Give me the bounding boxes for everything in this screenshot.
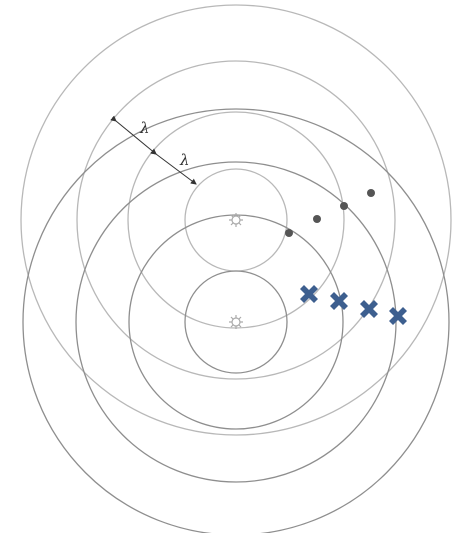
source-lower-icon xyxy=(229,315,243,329)
destructive-crosses xyxy=(300,285,407,325)
wavelength-label-lower: λ xyxy=(179,151,190,169)
dot-icon xyxy=(367,189,375,197)
constructive-dots xyxy=(285,189,375,237)
cross-icon xyxy=(300,285,318,303)
cross-icon xyxy=(389,307,407,325)
cross-icon xyxy=(360,300,378,318)
upper-ring-3 xyxy=(76,60,396,380)
dot-icon xyxy=(313,215,321,223)
upper-ring-4 xyxy=(20,4,452,436)
wavelength-arrows: λ λ xyxy=(110,115,197,185)
wavelength-label-upper: λ xyxy=(139,119,150,137)
lower-ring-4 xyxy=(22,108,450,533)
dot-icon xyxy=(285,229,293,237)
wavelength-arrow-lower xyxy=(150,148,197,185)
dot-icon xyxy=(340,202,348,210)
lower-ring-1 xyxy=(184,270,288,374)
cross-icon xyxy=(330,292,348,310)
source-upper-icon xyxy=(229,213,243,227)
wavelength-arrow-upper xyxy=(110,115,157,155)
